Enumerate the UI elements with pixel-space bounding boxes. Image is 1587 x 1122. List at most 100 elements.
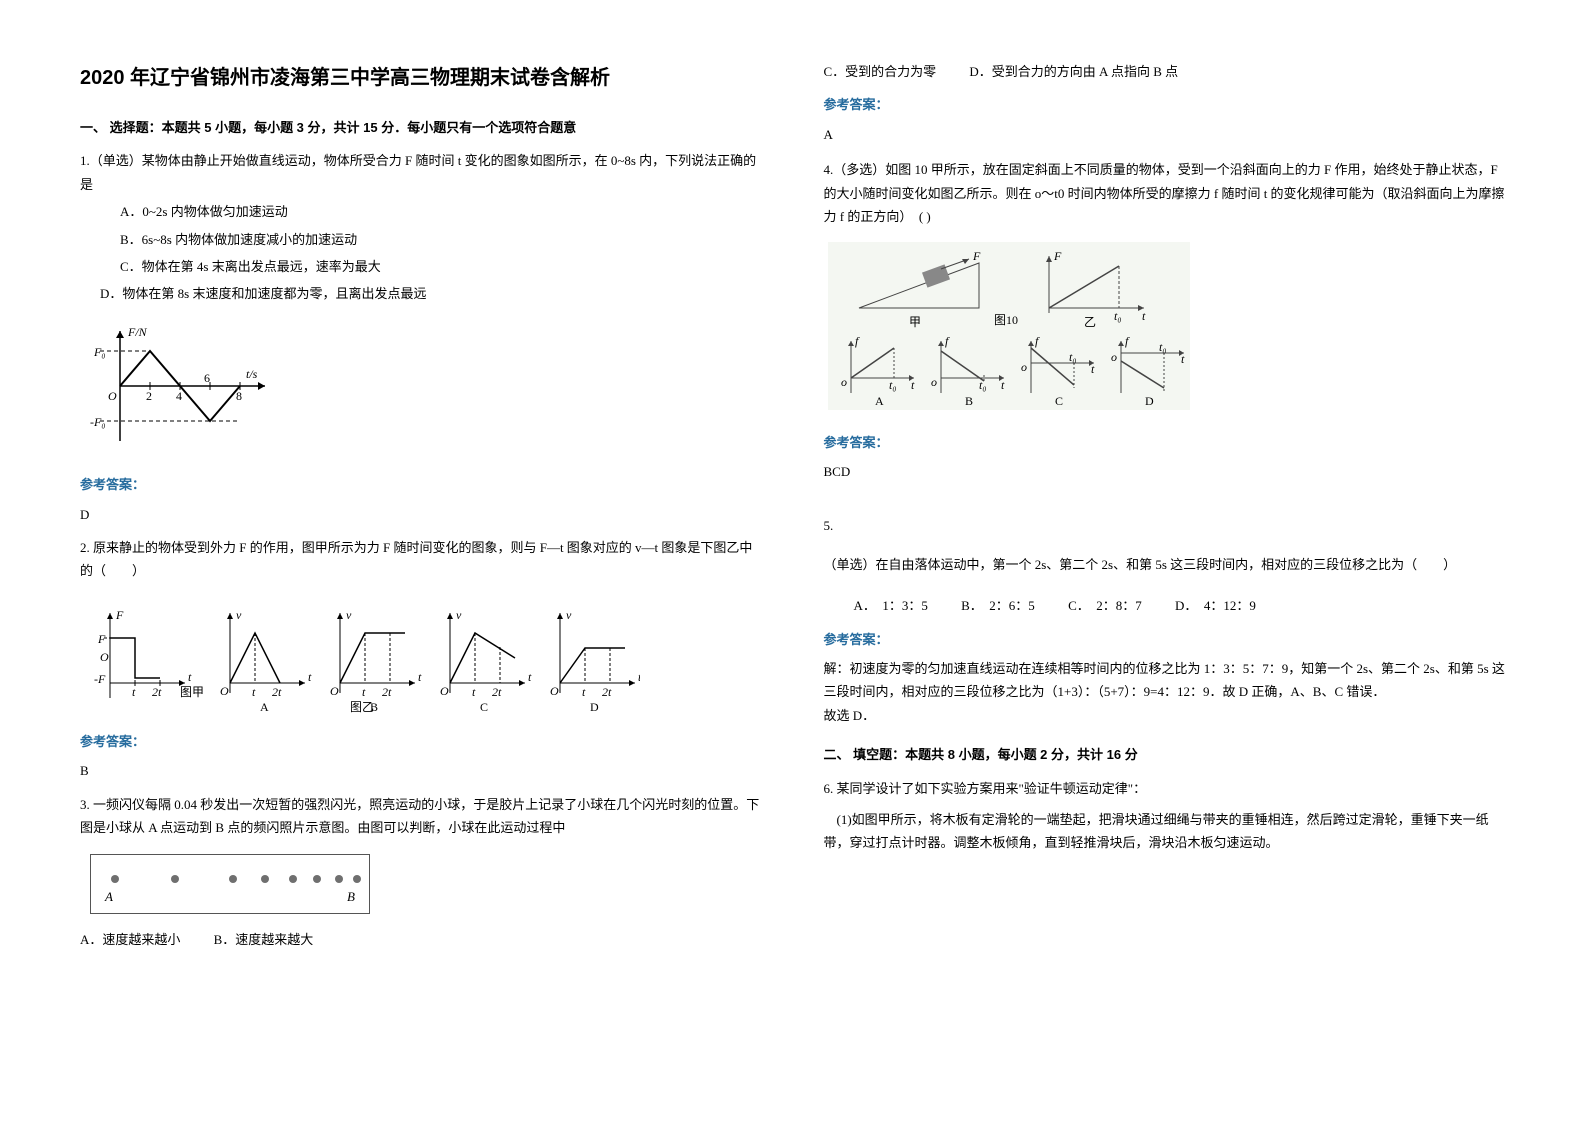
svg-text:2t: 2t [272,685,282,699]
svg-text:F: F [1053,249,1062,263]
q2-stem: 2. 原来静止的物体受到外力 F 的作用，图甲所示为力 F 随时间变化的图象，则… [80,536,764,583]
svg-text:甲: 甲 [909,315,921,329]
svg-text:v: v [346,608,352,622]
q5-optC: C． 2：8：7 [1068,594,1142,617]
question-5: 5. （单选）在自由落体运动中，第一个 2s、第二个 2s、和第 5s 这三段时… [824,514,1508,728]
q2-answer-label: 参考答案： [80,730,764,753]
q1-tick4: 4 [176,389,182,403]
svg-text:F: F [97,632,106,646]
svg-text:C: C [480,700,488,713]
q1-tick8: 8 [236,389,242,403]
svg-text:2t: 2t [602,685,612,699]
svg-text:乙: 乙 [1084,315,1096,329]
q1-answer-label: 参考答案： [80,473,764,496]
q1-optA: A．0~2s 内物体做匀加速运动 [120,200,764,223]
q1-negF0: -F₀ [90,415,106,429]
svg-text:O: O [100,650,109,664]
q6-stem: 6. 某同学设计了如下实验方案用来"验证牛顿运动定律"： [824,777,1508,800]
svg-text:A: A [260,700,269,713]
q1-optD: D．物体在第 8s 末速度和加速度都为零，且离出发点最远 [80,282,764,305]
q4-answer-label: 参考答案： [824,431,1508,454]
question-4: 4.（多选）如图 10 甲所示，放在固定斜面上不同质量的物体，受到一个沿斜面向上… [824,158,1508,483]
svg-text:2t: 2t [152,685,162,699]
svg-text:t: t [252,685,256,699]
svg-text:D: D [590,700,599,713]
stroboscope-dot [313,875,321,883]
svg-text:t: t [362,685,366,699]
q1-tick6: 6 [204,371,210,385]
svg-text:F: F [972,249,981,263]
svg-text:o: o [1111,350,1117,364]
svg-text:t: t [188,670,192,684]
q3-optA: A．速度越来越小 [80,928,180,951]
svg-text:-F: -F [94,672,106,686]
q5-num: 5. [824,514,1508,537]
section1-heading: 一、 选择题：本题共 5 小题，每小题 3 分，共计 15 分．每小题只有一个选… [80,116,764,139]
q1-ylabel: F/N [127,325,148,339]
q5-optA: A． 1：3：5 [854,594,928,617]
svg-text:t: t [528,670,532,684]
q5-answer-label: 参考答案： [824,628,1508,651]
svg-text:t₀: t₀ [1114,309,1122,323]
q5-expl1: 解：初速度为零的匀加速直线运动在连续相等时间内的位移之比为 1：3：5：7：9，… [824,657,1508,704]
svg-text:O: O [550,684,559,698]
svg-text:2t: 2t [492,685,502,699]
q1-stem: 1.（单选）某物体由静止开始做直线运动，物体所受合力 F 随时间 t 变化的图象… [80,149,764,196]
q3-stem: 3. 一频闪仪每隔 0.04 秒发出一次短暂的强烈闪光，照亮运动的小球，于是胶片… [80,793,764,840]
q1-optC: C．物体在第 4s 末离出发点最远，速率为最大 [120,255,764,278]
svg-text:t: t [132,685,136,699]
dots-labelA: A [105,885,113,908]
svg-text:O: O [220,684,229,698]
stroboscope-dot [335,875,343,883]
svg-text:t: t [582,685,586,699]
q1-origin: O [108,389,117,403]
stroboscope-dot [171,875,179,883]
svg-text:O: O [440,684,449,698]
q6-p1: (1)如图甲所示，将木板有定滑轮的一端垫起，把滑块通过细绳与带夹的重锤相连，然后… [824,808,1508,855]
svg-text:t₀: t₀ [889,378,897,392]
svg-text:B: B [965,394,973,408]
svg-text:A: A [875,394,884,408]
q1-answer: D [80,503,764,526]
q3-optC: C．受到的合力为零 [824,60,937,83]
stroboscope-dot [111,875,119,883]
section2-heading: 二、 填空题：本题共 8 小题，每小题 2 分，共计 16 分 [824,743,1508,766]
svg-text:C: C [1055,394,1063,408]
stroboscope-dot [229,875,237,883]
q1-figure: 2 4 6 8 F/N F₀ -F₀ O t/s [80,316,764,463]
svg-text:2t: 2t [382,685,392,699]
svg-text:t: t [472,685,476,699]
svg-text:图10: 图10 [994,313,1018,327]
q1-F0: F₀ [93,345,106,359]
q2-figure: F F -F t 2t 图甲 O t [80,593,764,720]
svg-text:t: t [418,670,422,684]
question-6: 6. 某同学设计了如下实验方案用来"验证牛顿运动定律"： (1)如图甲所示，将木… [824,777,1508,855]
q5-optB: B． 2：6：5 [961,594,1035,617]
question-1: 1.（单选）某物体由静止开始做直线运动，物体所受合力 F 随时间 t 变化的图象… [80,149,764,526]
q4-answer: BCD [824,460,1508,483]
svg-text:t₀: t₀ [979,378,987,392]
svg-text:o: o [841,375,847,389]
svg-text:图乙: 图乙 [350,700,374,713]
svg-text:t₀: t₀ [1069,350,1077,364]
dots-labelB: B [347,885,355,908]
page-title: 2020 年辽宁省锦州市凌海第三中学高三物理期末试卷含解析 [80,60,764,96]
q3-figure: A B [90,854,370,914]
q5-stem: （单选）在自由落体运动中，第一个 2s、第二个 2s、和第 5s 这三段时间内，… [824,553,1508,576]
q1-xlabel: t/s [246,367,258,381]
q4-figure: F 甲 F t₀ t 乙 [824,238,1508,420]
q1-tick2: 2 [146,389,152,403]
svg-text:t: t [638,670,640,684]
stroboscope-dot [261,875,269,883]
svg-text:v: v [566,608,572,622]
svg-text:t: t [308,670,312,684]
q5-optD: D． 4：12：9 [1175,594,1256,617]
stroboscope-dot [353,875,361,883]
q5-expl2: 故选 D． [824,704,1508,727]
svg-text:o: o [931,375,937,389]
q4-stem: 4.（多选）如图 10 甲所示，放在固定斜面上不同质量的物体，受到一个沿斜面向上… [824,158,1508,228]
svg-text:F: F [115,608,124,622]
q3-optB: B．速度越来越大 [214,928,314,951]
q3-answer-label: 参考答案： [824,93,1508,116]
question-2: 2. 原来静止的物体受到外力 F 的作用，图甲所示为力 F 随时间变化的图象，则… [80,536,764,783]
